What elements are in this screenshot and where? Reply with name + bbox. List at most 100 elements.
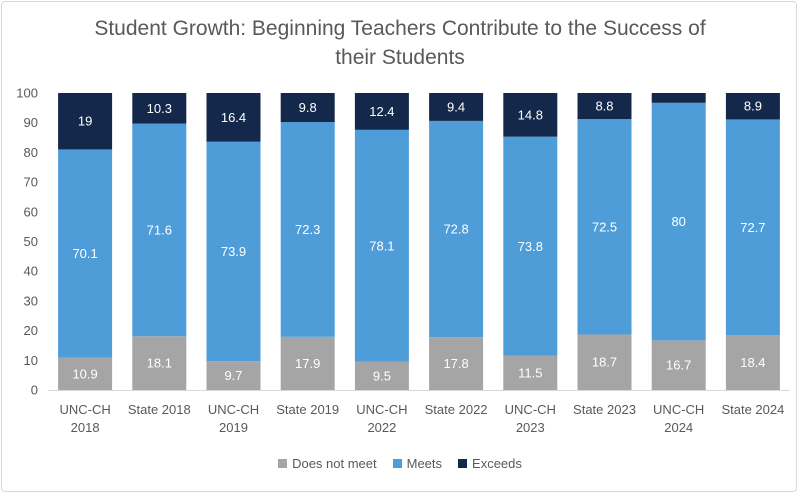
data-label: 11.5 — [518, 365, 542, 380]
bar-segment — [503, 355, 558, 390]
x-tick-label: 2023 — [516, 420, 545, 435]
bar-segment — [354, 129, 409, 362]
bar-segment — [280, 336, 335, 390]
x-tick-label: UNC-CH — [653, 402, 704, 417]
x-tick-label: 2022 — [367, 420, 396, 435]
legend-item-exceeds: Exceeds — [458, 456, 522, 471]
data-label: 8.8 — [595, 99, 613, 114]
legend-swatch-does-not-meet — [278, 459, 288, 468]
x-tick-label: UNC-CH — [356, 402, 407, 417]
y-tick-label: 70 — [24, 175, 38, 190]
legend-item-does-not-meet: Does not meet — [278, 456, 377, 471]
data-label: 10.9 — [72, 366, 97, 381]
y-tick-label: 10 — [24, 353, 38, 368]
legend-swatch-exceeds — [458, 459, 468, 468]
bar-segment — [206, 361, 261, 390]
bar-segment — [206, 93, 261, 142]
data-label: 9.7 — [224, 368, 242, 383]
legend-label-exceeds: Exceeds — [472, 456, 522, 471]
bar-segment — [132, 93, 187, 124]
bar-segment — [577, 93, 632, 120]
bar-segment — [132, 123, 187, 337]
data-label: 71.6 — [147, 222, 172, 237]
y-tick-label: 80 — [24, 145, 38, 160]
data-label: 16.7 — [666, 358, 691, 373]
data-label: 72.5 — [592, 219, 617, 234]
chart-title: Student Growth: Beginning Teachers Contr… — [0, 14, 800, 72]
bar-segment — [725, 335, 780, 390]
bar-segment — [725, 93, 780, 120]
x-tick-label: 2019 — [219, 420, 248, 435]
bar-segment — [503, 136, 558, 356]
chart-title-line-1: Student Growth: Beginning Teachers Contr… — [94, 17, 706, 40]
bar-segment — [651, 93, 706, 103]
chart-title-line-2: their Students — [335, 46, 465, 69]
data-label: 72.8 — [443, 222, 468, 237]
bar-segment — [577, 334, 632, 390]
data-label: 72.7 — [740, 220, 765, 235]
bar-segment — [58, 93, 113, 150]
x-tick-label: State 2018 — [128, 402, 191, 417]
bar-segment — [206, 141, 261, 362]
data-label: 8.9 — [744, 99, 762, 114]
bar-segment — [429, 93, 484, 121]
y-tick-label: 90 — [24, 115, 38, 130]
x-tick-label: State 2019 — [276, 402, 339, 417]
x-tick-label: State 2024 — [721, 402, 784, 417]
data-label: 10.3 — [147, 101, 172, 116]
bar-segment — [280, 122, 335, 337]
x-tick-label: UNC-CH — [505, 402, 556, 417]
data-label: 16.4 — [221, 110, 246, 125]
chart-legend: Does not meet Meets Exceeds — [0, 456, 800, 471]
x-tick-label: State 2022 — [425, 402, 488, 417]
data-label: 73.9 — [221, 244, 246, 259]
x-tick-label: UNC-CH — [59, 402, 110, 417]
bar-segment — [354, 361, 409, 390]
data-label: 73.8 — [518, 239, 543, 254]
data-label: 9.4 — [447, 99, 465, 114]
x-tick-label: 2024 — [664, 420, 693, 435]
data-label: 9.8 — [299, 100, 317, 115]
bar-segment — [651, 102, 706, 341]
bar-segment — [58, 357, 113, 390]
y-tick-label: 30 — [24, 293, 38, 308]
data-label: 78.1 — [369, 238, 394, 253]
data-label: 72.3 — [295, 222, 320, 237]
data-label: 18.7 — [592, 355, 617, 370]
bar-segment — [429, 120, 484, 338]
legend-swatch-meets — [392, 459, 402, 468]
data-label: 18.1 — [147, 356, 172, 371]
y-tick-label: 40 — [24, 264, 38, 279]
data-label: 17.9 — [295, 356, 320, 371]
data-label: 9.5 — [373, 368, 391, 383]
x-tick-label: UNC-CH — [208, 402, 259, 417]
bar-segment — [429, 337, 484, 390]
x-tick-label: 2018 — [71, 420, 100, 435]
bar-segment — [503, 93, 558, 137]
legend-label-meets: Meets — [406, 456, 443, 471]
data-label: 17.8 — [443, 356, 468, 371]
bar-segment — [132, 336, 187, 390]
y-tick-label: 60 — [24, 204, 38, 219]
data-label: 19 — [78, 114, 92, 129]
legend-label-does-not-meet: Does not meet — [292, 456, 377, 471]
data-label: 14.8 — [518, 107, 543, 122]
y-tick-label: 50 — [24, 234, 38, 249]
data-label: 70.1 — [72, 246, 97, 261]
legend-item-meets: Meets — [392, 456, 443, 471]
data-label: 12.4 — [369, 104, 394, 119]
y-tick-label: 0 — [31, 383, 38, 398]
bar-segment — [280, 93, 335, 123]
bar-segment — [58, 149, 113, 358]
data-label: 18.4 — [740, 355, 765, 370]
y-tick-label: 100 — [16, 86, 38, 101]
y-tick-label: 20 — [24, 323, 38, 338]
bar-segment — [354, 93, 409, 130]
x-tick-label: State 2023 — [573, 402, 636, 417]
bar-segment — [577, 119, 632, 335]
bar-segment — [725, 119, 780, 336]
data-label: 80 — [671, 214, 685, 229]
bar-segment — [651, 340, 706, 390]
